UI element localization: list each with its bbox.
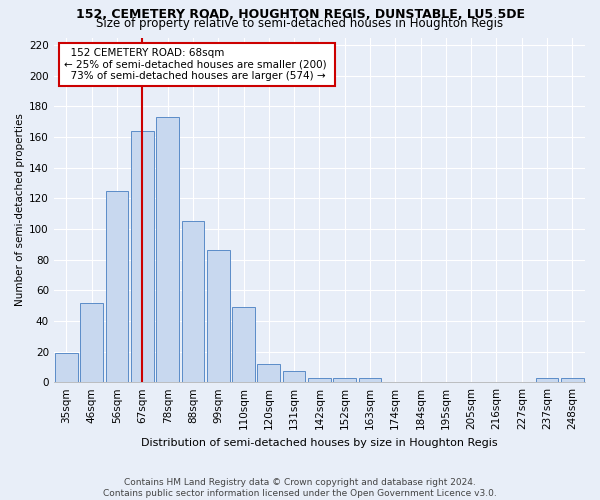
Bar (232, 307, 255, 382)
Bar (536, 378, 559, 382)
Bar (182, 222, 204, 382)
Text: 152, CEMETERY ROAD, HOUGHTON REGIS, DUNSTABLE, LU5 5DE: 152, CEMETERY ROAD, HOUGHTON REGIS, DUNS… (76, 8, 524, 20)
Text: 152 CEMETERY ROAD: 68sqm  
← 25% of semi-detached houses are smaller (200) 
  73: 152 CEMETERY ROAD: 68sqm ← 25% of semi-d… (64, 48, 330, 81)
Text: Contains HM Land Registry data © Crown copyright and database right 2024.
Contai: Contains HM Land Registry data © Crown c… (103, 478, 497, 498)
Bar (308, 378, 331, 382)
Bar (106, 190, 128, 382)
Bar (283, 372, 305, 382)
Text: Size of property relative to semi-detached houses in Houghton Regis: Size of property relative to semi-detach… (97, 18, 503, 30)
X-axis label: Distribution of semi-detached houses by size in Houghton Regis: Distribution of semi-detached houses by … (141, 438, 498, 448)
Bar (156, 117, 179, 382)
Bar (561, 378, 584, 382)
Bar (80, 302, 103, 382)
Bar (131, 131, 154, 382)
Y-axis label: Number of semi-detached properties: Number of semi-detached properties (15, 114, 25, 306)
Bar (207, 250, 230, 382)
Bar (257, 364, 280, 382)
Bar (359, 378, 382, 382)
Bar (334, 378, 356, 382)
Bar (55, 353, 78, 382)
